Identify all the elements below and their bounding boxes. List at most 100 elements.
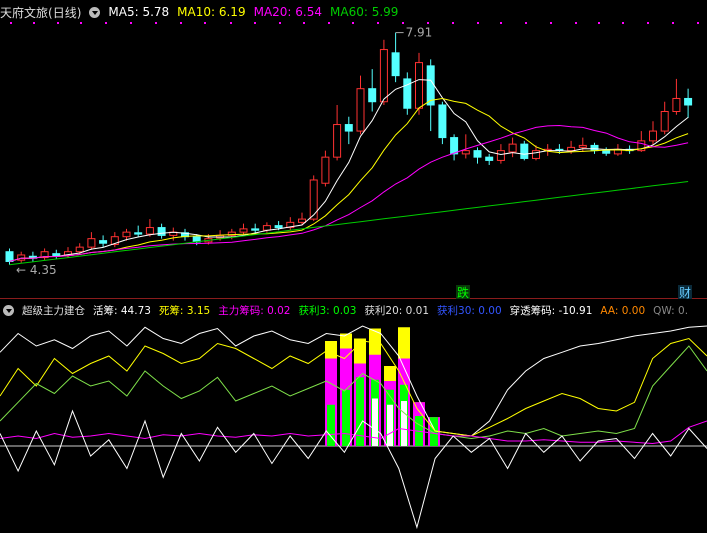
indicator-value-6: 穿透筹码: -10.91	[509, 304, 593, 317]
marker-dot	[525, 22, 527, 24]
main-chips-line	[0, 420, 707, 445]
moving-average-lines	[9, 79, 689, 266]
marker-dot	[477, 22, 479, 24]
active-chips-line	[0, 325, 707, 437]
marker-dot	[10, 22, 12, 24]
candle-body	[450, 137, 459, 155]
candle-body	[520, 143, 529, 159]
candle-body	[508, 143, 517, 153]
indicator-name[interactable]: 超级主力建仓	[22, 304, 85, 317]
candle-body	[660, 111, 669, 132]
candle-body	[532, 150, 540, 159]
marker-dot	[352, 22, 354, 24]
marker-dot	[647, 22, 649, 24]
ma5-label: MA5: 5.78	[108, 5, 170, 19]
high-price-label: 7.91	[406, 26, 433, 40]
marker-dot	[697, 22, 699, 24]
pane-divider[interactable]	[0, 298, 707, 299]
marker-dot	[427, 22, 429, 24]
candle-body	[403, 78, 412, 109]
indicator-values: 活筹: 44.73 死筹: 3.15 主力筹码: 0.02 获利3: 0.03 获利20…	[93, 303, 696, 318]
marker-dot	[279, 22, 281, 24]
indicator-value-3: 获利3: 0.03	[298, 304, 357, 317]
indicator-value-8: QW: 0.	[653, 304, 689, 317]
period-label: (日线)	[48, 5, 82, 20]
candle-body	[274, 225, 283, 229]
bar-green	[430, 417, 438, 446]
marker-dot	[105, 22, 107, 24]
candle-body	[110, 236, 119, 246]
profit3-line	[0, 345, 707, 440]
candle-body	[122, 231, 131, 238]
candle-body	[461, 150, 470, 155]
chevron-down-icon[interactable]	[3, 304, 14, 316]
candle-body	[344, 124, 353, 132]
main-chart-header: 天府文旅 (日线) MA5: 5.78 MA10: 6.19 MA20: 6.5…	[0, 2, 406, 22]
candle-body	[298, 218, 306, 223]
candle-body	[262, 225, 271, 231]
marker-dot	[377, 22, 379, 24]
ma20-label: MA20: 6.54	[253, 5, 323, 19]
ma10-label: MA10: 6.19	[177, 5, 246, 19]
candle-body	[5, 251, 14, 262]
cai-marker	[678, 285, 692, 299]
marker-dot	[130, 22, 132, 24]
candle-body	[356, 88, 365, 132]
candle-body	[602, 150, 611, 154]
marker-dot	[622, 22, 624, 24]
candle-body	[251, 228, 260, 231]
candle-body	[567, 146, 576, 152]
bar-white	[401, 401, 407, 446]
chevron-down-icon[interactable]	[89, 6, 101, 18]
ma5-line	[9, 79, 689, 262]
candle-body	[496, 150, 505, 161]
low-price-label: ← 4.35	[16, 263, 57, 277]
marker-dot	[452, 22, 454, 24]
ma60-label: MA60: 5.99	[330, 5, 399, 19]
bar-green	[327, 404, 335, 446]
candle-body	[239, 228, 248, 233]
marker-dot	[550, 22, 552, 24]
indicator-header: 超级主力建仓 活筹: 44.73 死筹: 3.15 主力筹码: 0.02 获利3: 0…	[0, 300, 696, 320]
die-marker	[456, 285, 470, 299]
cai-marker-text: 财	[679, 286, 691, 300]
marker-dot	[575, 22, 577, 24]
bar-green	[342, 389, 350, 446]
bar-white	[372, 398, 378, 446]
marker-dot	[57, 22, 59, 24]
marker-dot	[230, 22, 232, 24]
candle-body	[485, 156, 494, 161]
candle-body	[473, 150, 482, 158]
bar-green	[356, 377, 364, 446]
marker-dot	[500, 22, 502, 24]
marker-dot	[402, 22, 404, 24]
candle-body	[684, 97, 693, 106]
marker-dot	[672, 22, 674, 24]
dead-chips-line	[0, 337, 707, 437]
candle-body	[368, 88, 377, 103]
stock-name[interactable]: 天府文旅	[0, 5, 49, 20]
indicator-value-0: 活筹: 44.73	[93, 304, 151, 317]
candle-body	[590, 144, 599, 152]
candle-body	[333, 124, 342, 158]
candle-body	[637, 140, 646, 152]
indicator-value-2: 主力筹码: 0.02	[218, 304, 291, 317]
indicator-lines	[0, 325, 707, 530]
candle-body	[134, 232, 143, 235]
candle-body	[40, 251, 49, 259]
candle-body	[578, 144, 587, 148]
indicator-value-4: 获利20: 0.01	[364, 304, 430, 317]
candle-body	[391, 52, 400, 77]
marker-dot	[204, 22, 206, 24]
candlestick-series	[5, 32, 693, 265]
candle-body	[672, 97, 681, 113]
marker-dot	[254, 22, 256, 24]
marker-dot	[180, 22, 182, 24]
candle-body	[649, 130, 657, 142]
candle-body	[309, 179, 318, 220]
candle-body	[75, 246, 84, 253]
candle-body	[145, 227, 154, 235]
candle-body	[99, 240, 108, 244]
candle-body	[286, 221, 295, 229]
